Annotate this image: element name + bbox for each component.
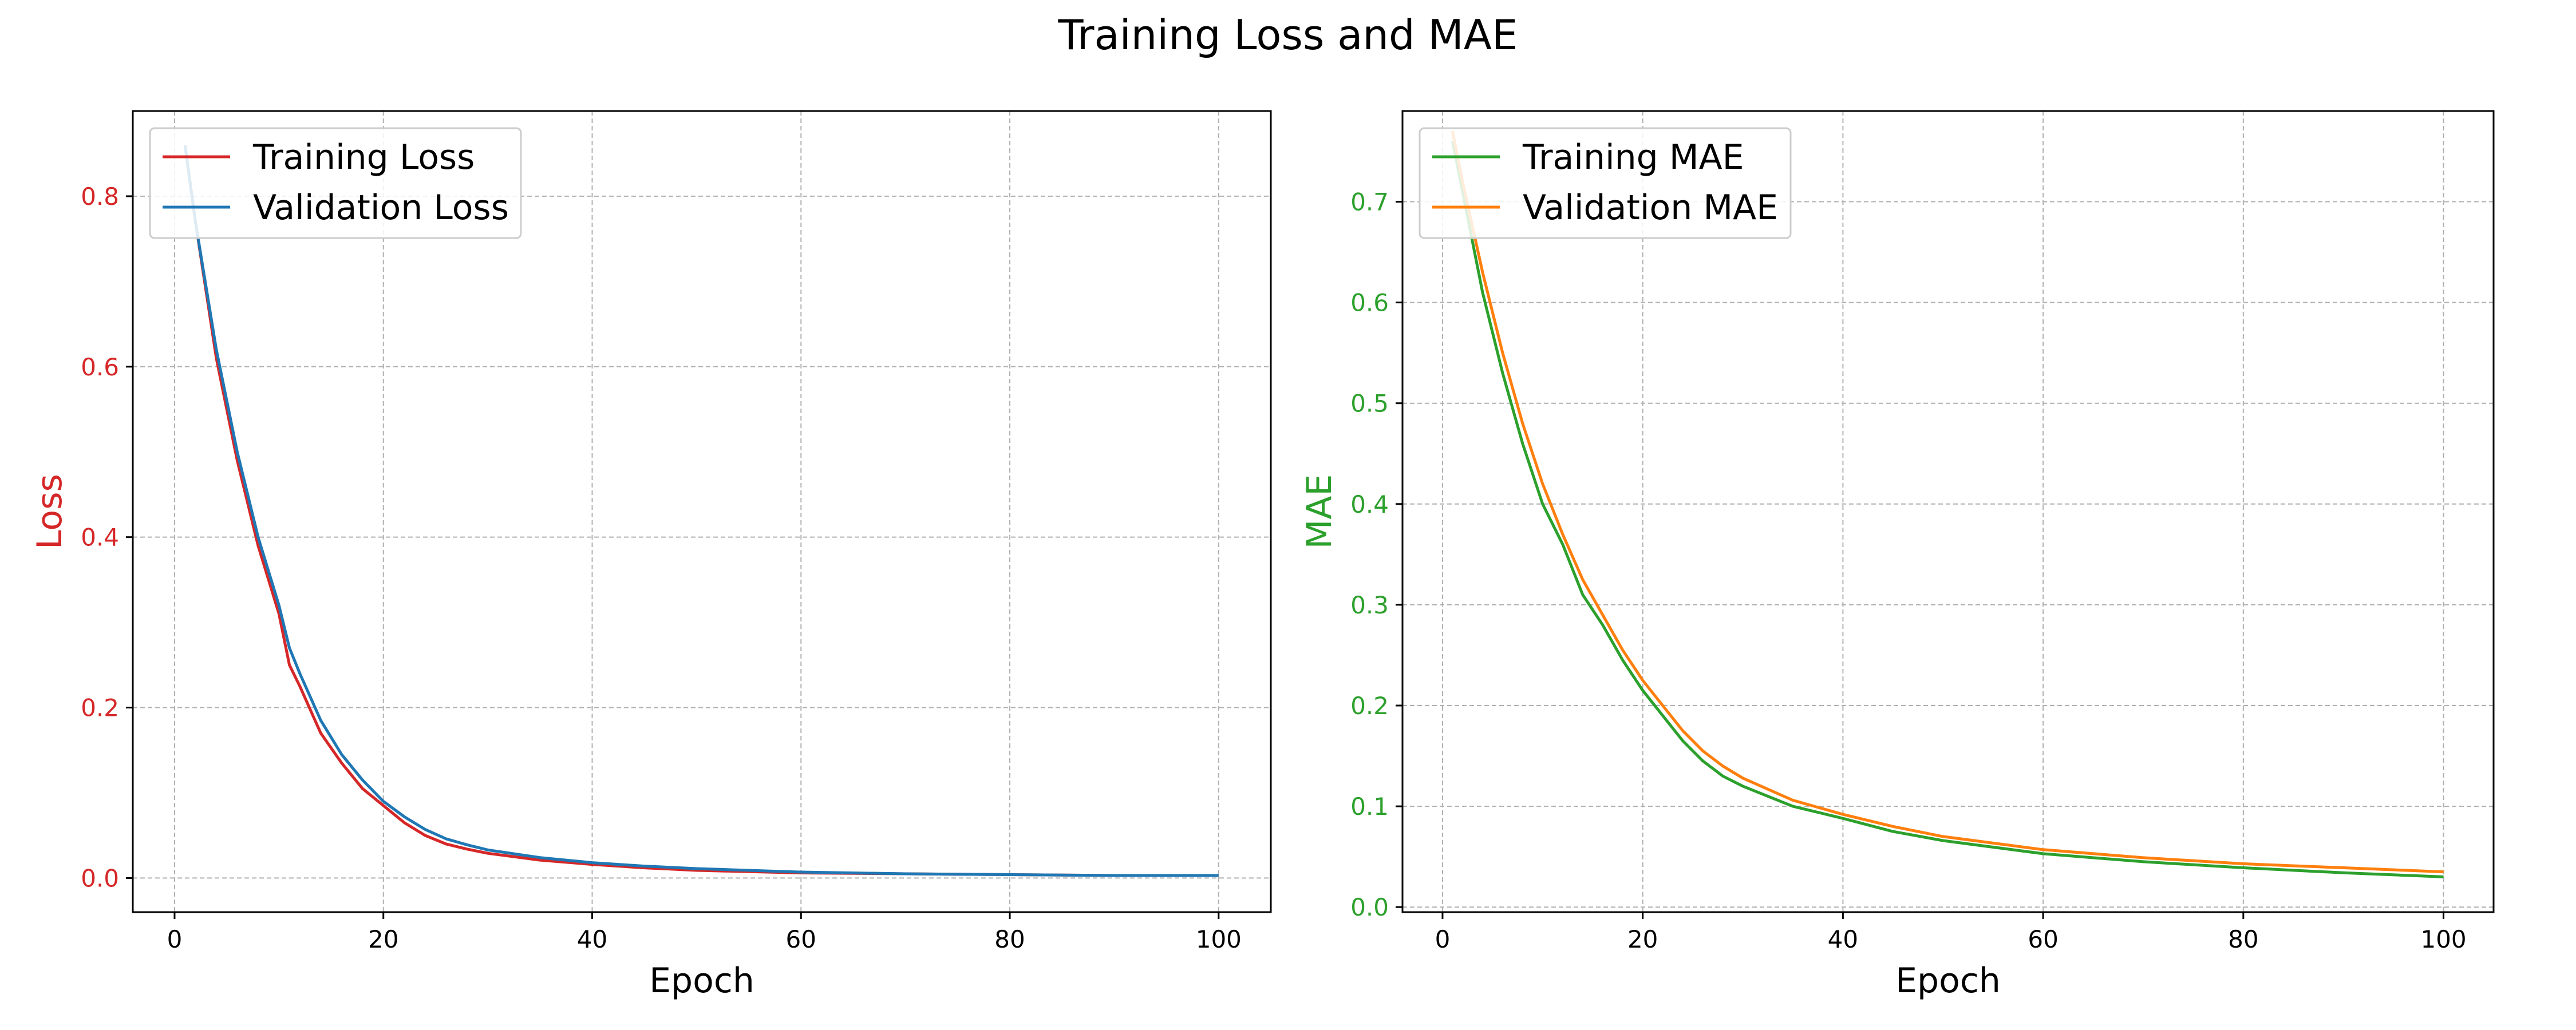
legend-box: [1419, 127, 1792, 239]
series-line-training-loss: [183, 145, 1219, 877]
x-tick-label: 40: [1828, 925, 1858, 953]
x-axis-label: Epoch: [649, 961, 754, 1001]
y-tick-label: 0.4: [1350, 490, 1389, 518]
legend: Training Loss Validation Loss: [149, 127, 522, 239]
axes-frame: [1401, 110, 2495, 913]
series-line-training-mae: [1451, 141, 2444, 878]
y-tick-label: 0.2: [81, 694, 119, 722]
x-tick-label: 60: [786, 925, 816, 953]
y-axis-label: MAE: [1299, 474, 1340, 549]
y-axis-label: Loss: [30, 474, 70, 549]
series-line-validation-mae: [1451, 130, 2444, 874]
legend: Training MAE Validation MAE: [1419, 127, 1792, 239]
legend-entry: Validation Loss: [253, 188, 509, 228]
y-tick-label: 0.5: [1350, 390, 1389, 418]
y-tick-label: 0.7: [1350, 188, 1389, 216]
x-tick-label: 60: [2028, 925, 2058, 953]
legend-entry: Validation MAE: [1523, 188, 1778, 228]
y-tick-label: 0.0: [1350, 893, 1389, 921]
y-tick-label: 0.0: [81, 864, 119, 892]
x-tick-label: 0: [167, 925, 183, 953]
x-tick-label: 100: [1196, 925, 1242, 953]
x-tick-label: 40: [577, 925, 607, 953]
mae-chart-panel: 0 20 40 60 80 100 0.0 0.1 0.2 0.3 0.4 0.5 0.6 0.7 Epoc…: [1299, 110, 2495, 1001]
y-tick-label: 0.6: [1350, 289, 1389, 317]
y-tick-label: 0.4: [81, 524, 119, 552]
series-line-validation-loss: [183, 145, 1219, 877]
x-axis-label: Epoch: [1895, 961, 2001, 1001]
y-tick-label: 0.2: [1350, 692, 1389, 720]
y-tick-label: 0.8: [81, 183, 119, 211]
x-tick-label: 20: [368, 925, 398, 953]
y-tick-label: 0.1: [1350, 793, 1389, 821]
legend-entry: Training MAE: [1522, 137, 1744, 177]
axes-frame: [132, 110, 1272, 913]
figure-title: Training Loss and MAE: [1057, 11, 1518, 59]
y-tick-label: 0.6: [81, 353, 119, 381]
x-tick-label: 100: [2420, 925, 2466, 953]
loss-chart-panel: 0 20 40 60 80 100 0.0 0.2 0.4 0.6 0.8 Epoch Loss Trai…: [30, 110, 1272, 1001]
x-tick-label: 0: [1435, 925, 1451, 953]
y-tick-label: 0.3: [1350, 591, 1389, 619]
legend-box: [149, 127, 522, 239]
x-tick-label: 20: [1627, 925, 1658, 953]
x-tick-label: 80: [2228, 925, 2258, 953]
x-tick-label: 80: [994, 925, 1025, 953]
legend-entry: Training Loss: [252, 137, 475, 177]
